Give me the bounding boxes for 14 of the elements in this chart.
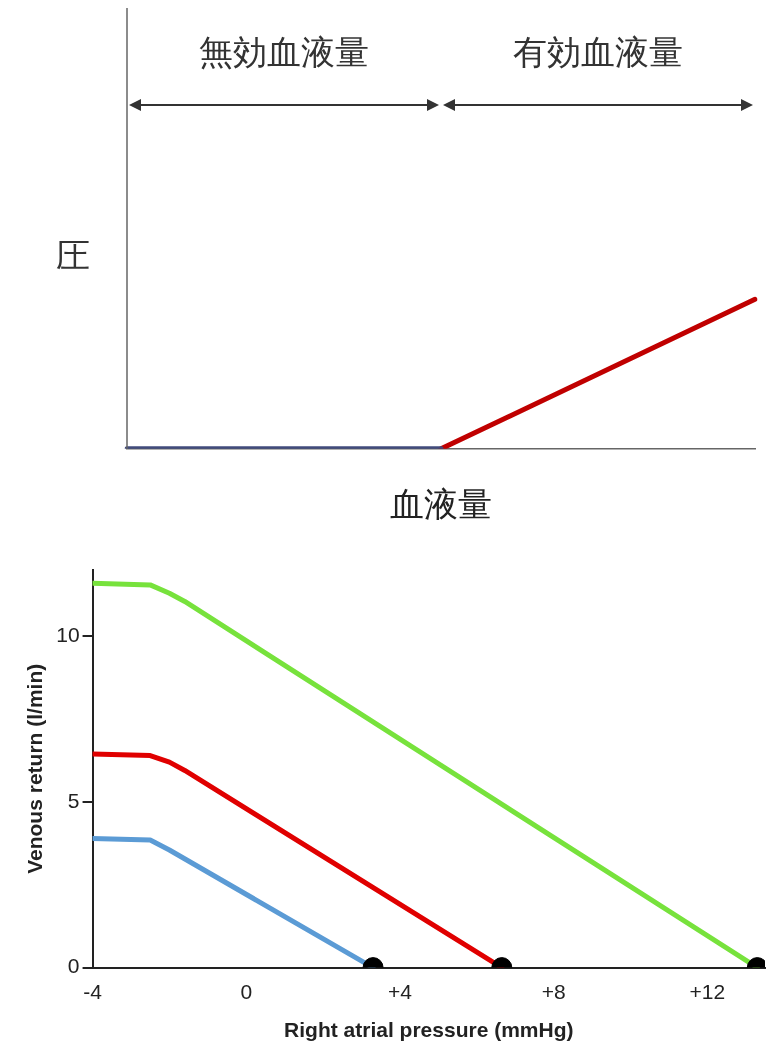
y-axis-title: 圧	[56, 234, 90, 275]
y-tick-label: 0	[67, 954, 80, 978]
y-tick-label: 10	[56, 623, 80, 647]
x-tick-label: 0	[240, 980, 253, 1003]
x-axis-title: 血液量	[390, 484, 492, 525]
text: 無効血液量	[199, 31, 369, 74]
text: 有効血液量	[513, 31, 683, 74]
x-tick-label: -4	[83, 980, 103, 1003]
y-tick-label: 5	[67, 788, 80, 812]
x-tick-label: +12	[689, 980, 726, 1003]
x-tick-label: +4	[387, 980, 413, 1003]
x-axis-title: Right atrial pressure (mmHg)	[284, 1018, 574, 1042]
x-tick-label: +8	[541, 980, 566, 1003]
y-axis-title: Venous return (l/min)	[23, 663, 47, 874]
